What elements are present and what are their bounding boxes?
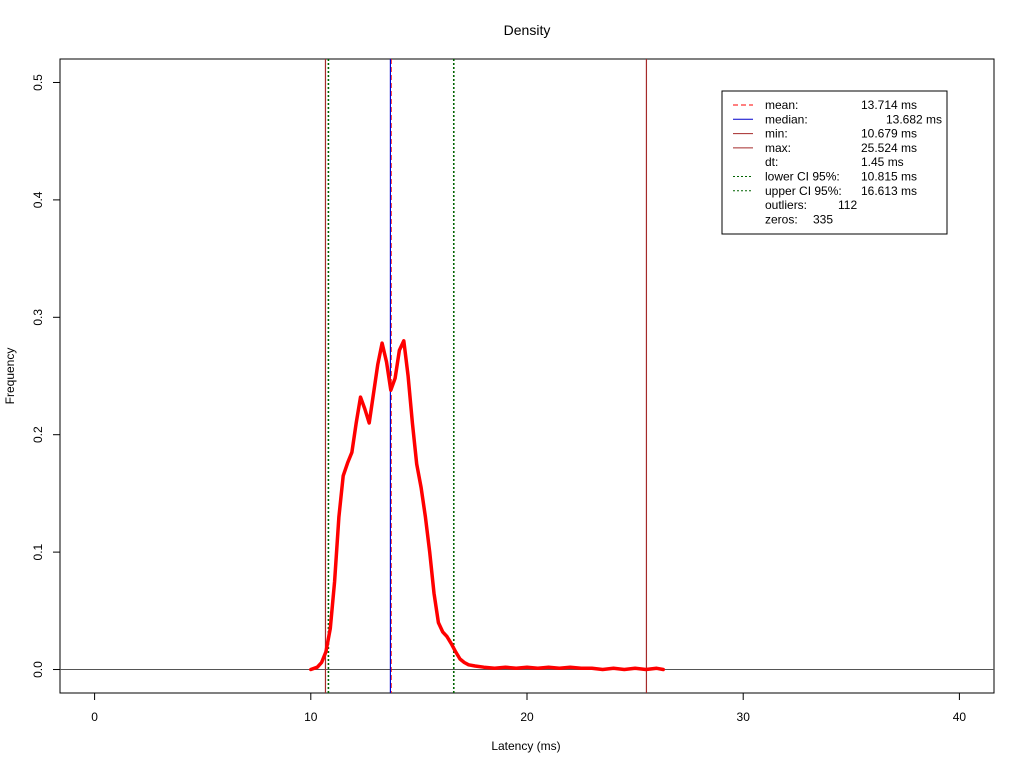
x-tick-label: 0	[91, 710, 98, 724]
legend-label: zeros:	[765, 212, 798, 226]
legend-value: 25.524 ms	[861, 141, 917, 155]
legend-value: 10.815 ms	[861, 170, 917, 184]
legend-value: 335	[813, 212, 833, 226]
x-tick-label: 10	[304, 710, 318, 724]
chart-title: Density	[504, 22, 551, 38]
legend-label: min:	[765, 127, 788, 141]
legend-value: 16.613 ms	[861, 184, 917, 198]
legend-label: upper CI 95%:	[765, 184, 842, 198]
y-tick-label: 0.1	[31, 543, 45, 560]
reference-lines	[324, 59, 648, 693]
density-curve	[309, 339, 665, 672]
y-axis: 0.0 0.1 0.2 0.3 0.4 0.5	[31, 74, 61, 678]
y-tick-label: 0.3	[31, 309, 45, 326]
legend-label: max:	[765, 141, 791, 155]
legend-label: mean:	[765, 98, 798, 112]
legend-label: median:	[765, 112, 808, 126]
legend-value: 13.714 ms	[861, 98, 917, 112]
legend-value: 112	[838, 198, 857, 212]
legend-value: 1.45 ms	[861, 155, 904, 169]
y-tick-label: 0.0	[31, 661, 45, 678]
legend-label: lower CI 95%:	[765, 170, 840, 184]
legend-value: 10.679 ms	[861, 127, 917, 141]
y-tick-label: 0.4	[31, 191, 45, 208]
legend-label: outliers:	[765, 198, 807, 212]
legend-value: 13.682 ms	[886, 112, 942, 126]
x-tick-label: 30	[737, 710, 751, 724]
x-axis-label: Latency (ms)	[491, 739, 560, 753]
y-tick-label: 0.5	[31, 74, 45, 91]
y-axis-label: Frequency	[3, 348, 17, 405]
x-tick-label: 40	[953, 710, 967, 724]
x-tick-label: 20	[520, 710, 534, 724]
density-line	[309, 339, 665, 672]
x-axis: 0 10 20 30 40	[91, 692, 967, 724]
legend: mean: 13.714 ms median: 13.682 ms min: 10.679…	[721, 90, 948, 235]
legend-box	[721, 90, 948, 235]
y-tick-label: 0.2	[31, 426, 45, 443]
legend-label: dt:	[765, 155, 778, 169]
